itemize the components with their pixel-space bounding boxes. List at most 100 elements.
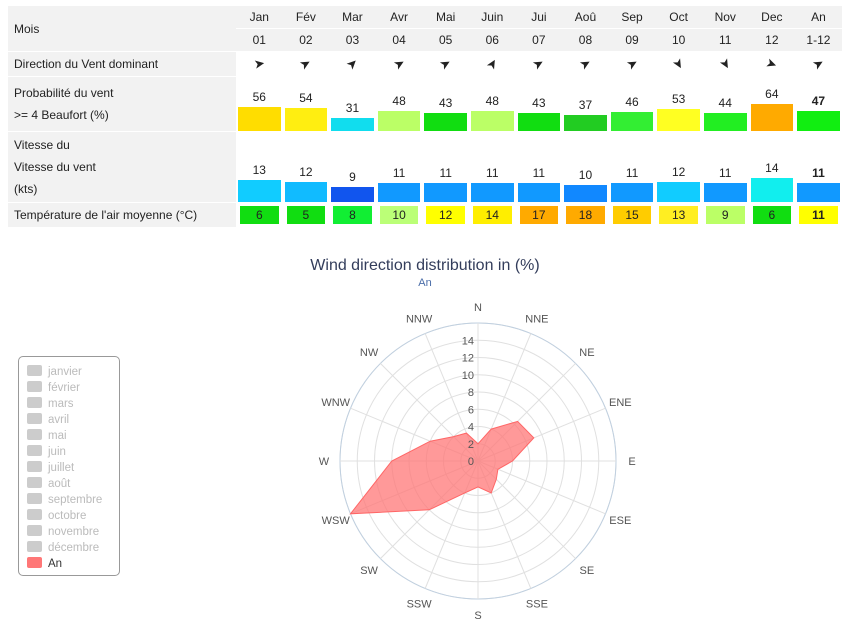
legend-item[interactable]: juin xyxy=(27,445,66,459)
legend-item[interactable]: décembre xyxy=(27,541,99,555)
wind-direction-arrow-icon: ➤ xyxy=(482,55,502,73)
legend-item[interactable]: février xyxy=(27,381,80,395)
wind-direction-arrow-icon: ➤ xyxy=(764,54,780,73)
legend-swatch xyxy=(27,477,42,488)
legend-item[interactable]: avril xyxy=(27,413,69,427)
months-header-label: Mois xyxy=(8,6,236,51)
speed-value: 13 xyxy=(252,163,266,177)
probability-bar xyxy=(517,113,561,131)
radial-tick-label: 14 xyxy=(462,335,474,347)
probability-bar xyxy=(377,111,421,131)
temperature-value: 6 xyxy=(240,206,279,224)
radial-tick-label: 10 xyxy=(462,370,474,382)
legend-item[interactable]: octobre xyxy=(27,509,86,523)
direction-label: NE xyxy=(579,347,594,359)
temperature-value: 5 xyxy=(286,206,326,224)
radial-tick-label: 2 xyxy=(468,439,474,451)
legend-item[interactable]: novembre xyxy=(27,525,99,539)
speed-cell: 11 xyxy=(701,131,749,202)
legend-label: mai xyxy=(48,430,67,442)
legend-item[interactable]: août xyxy=(27,477,70,491)
probability-value: 31 xyxy=(345,101,360,115)
speed-value: 11 xyxy=(392,166,406,180)
probability-cell: 31 xyxy=(329,76,376,131)
legend-swatch xyxy=(27,429,42,440)
month-number-cell: 01 xyxy=(236,28,283,51)
temperature-cell: 10 xyxy=(375,202,423,227)
temperature-cell: 6 xyxy=(236,202,283,227)
radial-tick-label: 6 xyxy=(468,404,474,416)
legend-item[interactable]: janvier xyxy=(27,365,82,379)
temperature-cell: 13 xyxy=(655,202,702,227)
probability-cell: 47 xyxy=(795,76,842,131)
month-name-cell: Avr xyxy=(375,6,423,28)
month-number-cell: 05 xyxy=(422,28,469,51)
probability-value: 48 xyxy=(392,94,406,108)
month-name-cell: Nov xyxy=(701,6,749,28)
speed-cell: 12 xyxy=(282,131,330,202)
legend-item[interactable]: mai xyxy=(27,429,67,443)
probability-bar xyxy=(564,115,607,131)
probability-bar xyxy=(657,109,700,131)
legend-swatch xyxy=(27,509,42,520)
direction-label: W xyxy=(319,456,330,468)
probability-row: Probabilité du vent >= 4 Beaufort (%) 56 54… xyxy=(8,76,842,131)
probability-label: Probabilité du vent >= 4 Beaufort (%) xyxy=(8,76,236,131)
speed-cell: 14 xyxy=(748,131,796,202)
temperature-value: 17 xyxy=(519,206,559,224)
direction-label: S xyxy=(474,610,481,622)
probability-value: 64 xyxy=(765,87,779,101)
speed-bar xyxy=(564,185,607,202)
legend-swatch xyxy=(27,557,42,568)
legend-item[interactable]: mars xyxy=(27,397,74,411)
direction-label: NW xyxy=(360,347,379,359)
probability-value: 37 xyxy=(578,98,593,112)
wind-direction-arrow-icon: ➤ xyxy=(390,54,408,73)
speed-value: 11 xyxy=(486,166,499,180)
probability-bar xyxy=(284,108,328,131)
direction-label: SW xyxy=(360,565,378,577)
direction-row: Direction du Vent dominant ➤ ➤ ➤ ➤ ➤ ➤ ➤ ➤ ➤ ➤ ➤ ➤ ➤ xyxy=(8,51,842,76)
temperature-value: 18 xyxy=(566,206,605,224)
speed-bar xyxy=(284,182,328,202)
speed-row: Vitesse du Vitesse du vent (kts) 13 12 9 11 11 1… xyxy=(8,131,842,202)
month-number-cell: 03 xyxy=(329,28,376,51)
series-area-an xyxy=(349,420,535,515)
speed-value: 11 xyxy=(439,166,452,180)
direction-label: SSE xyxy=(526,598,548,610)
legend-label: septembre xyxy=(48,494,103,506)
direction-label: WNW xyxy=(321,397,350,409)
speed-value: 14 xyxy=(765,161,779,175)
legend-item[interactable]: juillet xyxy=(27,461,74,475)
legend-item[interactable]: An xyxy=(27,557,62,571)
probability-cell: 64 xyxy=(748,76,796,131)
direction-cell: ➤ xyxy=(236,51,283,76)
legend-swatch xyxy=(27,445,42,456)
speed-value: 12 xyxy=(671,165,686,179)
probability-value: 56 xyxy=(252,90,266,104)
temperature-cell: 14 xyxy=(468,202,516,227)
speed-label-line2: Vitesse du vent xyxy=(14,160,96,174)
month-name-cell: Mar xyxy=(329,6,376,28)
speed-value: 12 xyxy=(299,165,313,179)
speed-bar xyxy=(750,178,794,202)
legend-swatch xyxy=(27,493,42,504)
legend-item[interactable]: septembre xyxy=(27,493,102,507)
speed-bar xyxy=(470,183,514,202)
legend-swatch xyxy=(27,541,42,552)
legend-label: juillet xyxy=(48,462,75,474)
probability-cell: 56 xyxy=(236,76,283,131)
month-number-cell: 02 xyxy=(282,28,330,51)
direction-cell: ➤ xyxy=(329,51,376,76)
month-name-cell: Fév xyxy=(282,6,330,28)
probability-value: 48 xyxy=(485,94,499,108)
legend-label: An xyxy=(48,558,63,570)
speed-bar xyxy=(238,180,281,202)
wind-direction-arrow-icon: ➤ xyxy=(809,54,827,73)
speed-cell: 11 xyxy=(468,131,516,202)
direction-label: NNW xyxy=(406,314,433,326)
temperature-row: Température de l'air moyenne (°C) 6 5 8 10 12… xyxy=(8,202,842,227)
month-name-cell: Dec xyxy=(748,6,796,28)
speed-value: 11 xyxy=(625,166,639,180)
month-number-cell: 06 xyxy=(468,28,516,51)
